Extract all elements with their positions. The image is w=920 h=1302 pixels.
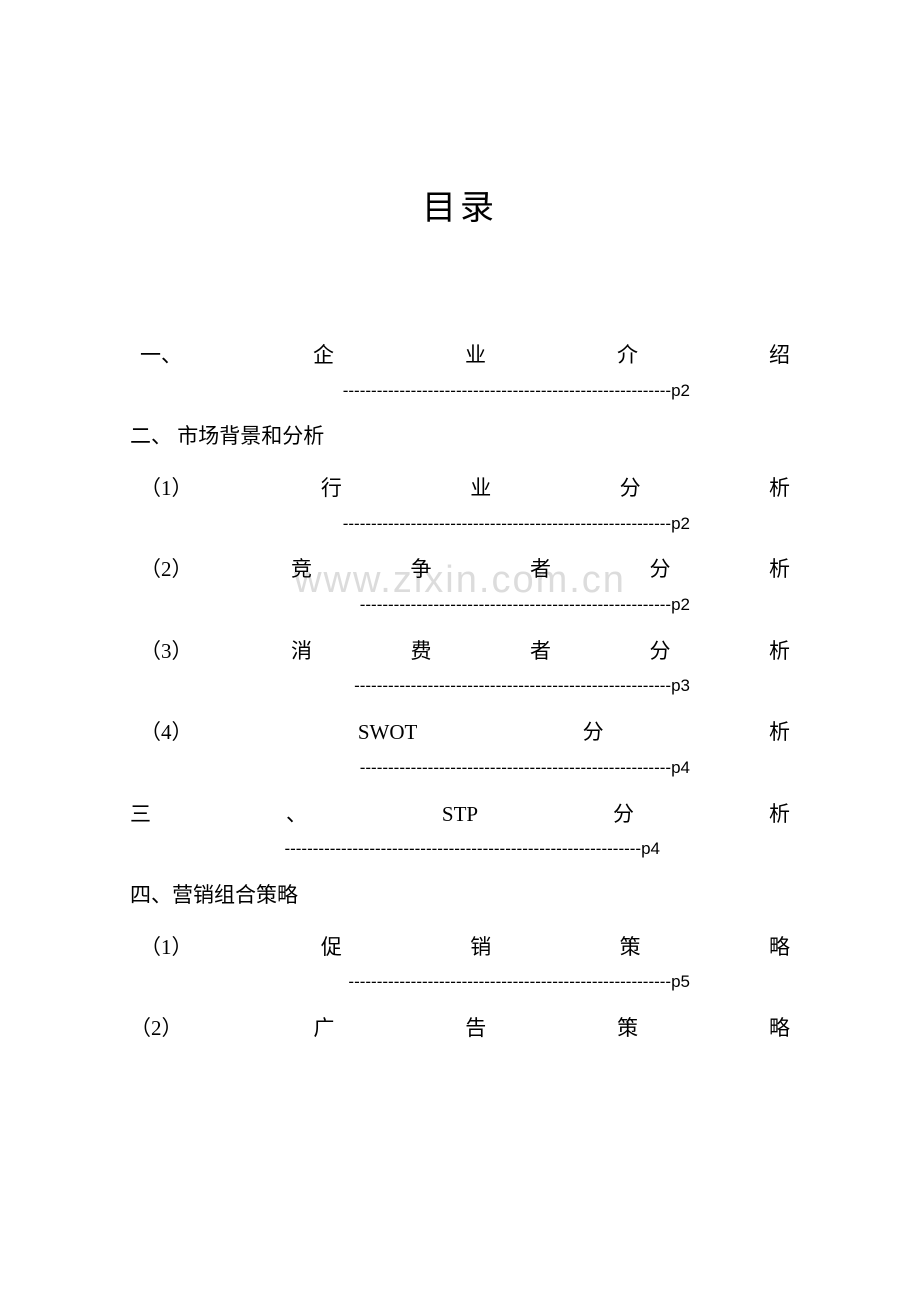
document-page: 目录 一、企业介绍-------------------------------… [0, 0, 920, 1046]
toc-char: 业 [465, 339, 486, 373]
toc-entry: （1） 行 业 分 析 [130, 472, 790, 506]
toc-leader-line: ----------------------------------------… [130, 756, 790, 780]
toc-char: 析 [769, 798, 790, 832]
toc-char: 析 [769, 635, 790, 669]
toc-char: STP [442, 798, 478, 832]
toc-char: 分 [583, 716, 604, 750]
toc-char: 析 [769, 472, 790, 506]
table-of-contents: 一、企业介绍----------------------------------… [130, 339, 790, 1046]
toc-entry: （2） 广 告 策 略 [130, 1012, 790, 1046]
toc-leader-line: ----------------------------------------… [130, 512, 790, 536]
toc-entry: （1） 促 销 策 略 [130, 931, 790, 965]
toc-char: （1） [140, 931, 193, 965]
toc-char: 略 [769, 1012, 790, 1046]
toc-char: （1） [140, 472, 193, 506]
toc-char: （4） [140, 716, 193, 750]
toc-char: 绍 [769, 339, 790, 373]
toc-leader-line: ----------------------------------------… [130, 593, 790, 617]
toc-entry: 四、营销组合策略 [130, 879, 790, 913]
toc-entry: （4） SWOT 分 析 [130, 716, 790, 750]
toc-leader-line: ----------------------------------------… [130, 379, 790, 403]
toc-char: 促 [321, 931, 342, 965]
toc-char: 告 [465, 1012, 486, 1046]
toc-char: 一、 [140, 339, 182, 373]
toc-char: 分 [620, 472, 641, 506]
toc-char: 略 [769, 931, 790, 965]
toc-char: 析 [769, 716, 790, 750]
toc-char: 行 [321, 472, 342, 506]
toc-char: 企 [313, 339, 334, 373]
toc-char: 分 [650, 635, 671, 669]
toc-char: 分 [650, 553, 671, 587]
toc-char: SWOT [358, 716, 418, 750]
toc-char: 消 [291, 635, 312, 669]
toc-char: 介 [617, 339, 638, 373]
toc-char: 策 [617, 1012, 638, 1046]
toc-entry: 二、 市场背景和分析 [130, 420, 790, 454]
toc-char: 者 [530, 635, 551, 669]
toc-char: （3） [140, 635, 193, 669]
toc-char: （2） [130, 1012, 183, 1046]
toc-entry: 三 、 STP 分 析 [130, 798, 790, 832]
toc-char: 者 [530, 553, 551, 587]
toc-char: 析 [769, 553, 790, 587]
toc-char: 、 [286, 798, 307, 832]
page-title: 目录 [130, 180, 790, 229]
toc-entry: 一、 企 业 介 绍 [130, 339, 790, 373]
toc-leader-line: ----------------------------------------… [130, 970, 790, 994]
toc-entry: （3） 消 费 者 分 析 [130, 635, 790, 669]
toc-char: 费 [411, 635, 432, 669]
toc-char: 三 [130, 798, 151, 832]
toc-entry: （2） 竞 争 者 分 析 [130, 553, 790, 587]
toc-char: （2） [140, 553, 193, 587]
toc-char: 广 [313, 1012, 334, 1046]
toc-char: 销 [470, 931, 491, 965]
toc-char: 竞 [291, 553, 312, 587]
toc-char: 争 [411, 553, 432, 587]
toc-char: 策 [620, 931, 641, 965]
toc-leader-line: ----------------------------------------… [130, 674, 790, 698]
toc-leader-line: ----------------------------------------… [130, 837, 790, 861]
toc-char: 业 [470, 472, 491, 506]
toc-char: 分 [613, 798, 634, 832]
